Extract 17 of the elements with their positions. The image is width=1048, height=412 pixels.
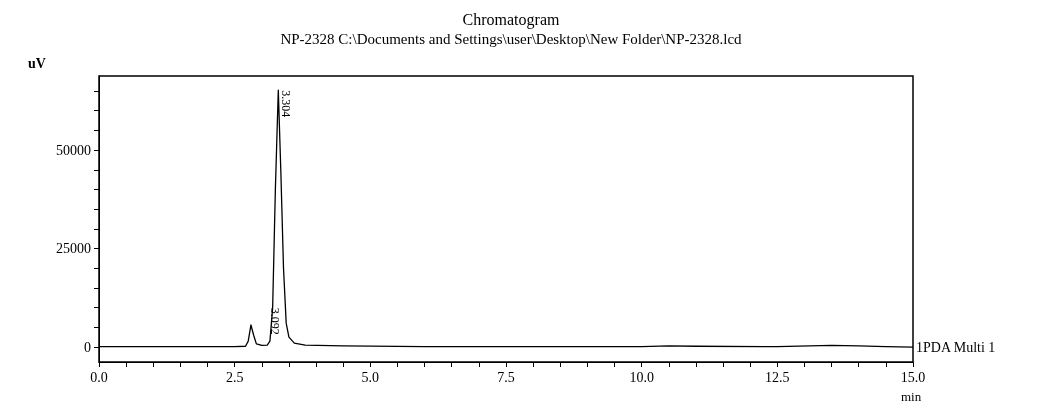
x-tick-label: 0.0 — [90, 369, 108, 385]
x-tick-label: 5.0 — [361, 369, 380, 385]
chart-subtitle: NP-2328 C:\Documents and Settings\user\Desktop\New Folder\NP-2328.lcd — [280, 30, 743, 47]
x-tick-label: 7.5 — [497, 369, 515, 385]
annotation: 3.304 — [279, 90, 294, 118]
annotation: 3.092 — [267, 307, 282, 335]
x-tick-label: 15.0 — [900, 369, 926, 385]
y-tick-label: 0 — [84, 339, 91, 355]
x-tick-label: 2.5 — [225, 369, 244, 385]
chart-title: Chromatogram — [462, 10, 560, 29]
y-tick-label: 25000 — [56, 241, 91, 257]
y-axis-title: uV — [28, 55, 46, 71]
y-tick-label: 50000 — [56, 142, 91, 158]
x-axis-title: min — [901, 389, 922, 404]
x-tick-label: 12.5 — [765, 369, 790, 385]
x-tick-label: 10.0 — [629, 369, 654, 385]
series-label: 1PDA Multi 1 — [916, 339, 996, 355]
